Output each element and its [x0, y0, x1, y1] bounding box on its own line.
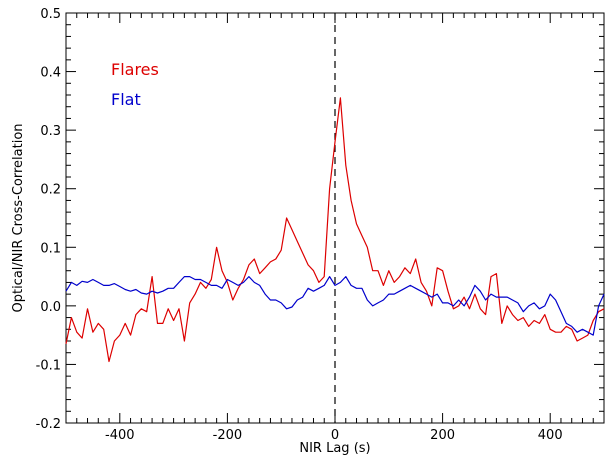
x-tick-label: 200: [430, 428, 455, 443]
x-tick-label: 400: [538, 428, 563, 443]
y-tick-label: 0.3: [40, 124, 61, 139]
x-tick-label: -400: [105, 428, 135, 443]
y-tick-label: 0.5: [40, 7, 61, 22]
labels-layer: NIR Lag (s) Optical/NIR Cross-Correlatio…: [11, 60, 371, 456]
y-tick-label: -0.2: [36, 417, 61, 432]
legend-flat: Flat: [111, 90, 141, 109]
series-layer: [65, 97, 605, 363]
axes-layer: -400 -200 0 200 400 -0.2 -0.1 0.0 0.1 0.2 0.3 0.4 0.…: [36, 7, 605, 443]
series-line-flat: [65, 276, 605, 336]
legend-flares: Flares: [111, 60, 159, 79]
y-tick-label: 0.0: [40, 300, 61, 315]
y-tick-label: 0.2: [40, 183, 61, 198]
series-line-flares: [65, 97, 605, 363]
x-tick-label: 0: [331, 428, 339, 443]
y-axis-title: Optical/NIR Cross-Correlation: [11, 123, 26, 312]
x-tick-label: -200: [213, 428, 243, 443]
y-tick-label: 0.1: [40, 241, 61, 256]
y-tick-label: -0.1: [36, 358, 61, 373]
x-axis-title: NIR Lag (s): [299, 441, 370, 456]
y-tick-label: 0.4: [40, 66, 61, 81]
